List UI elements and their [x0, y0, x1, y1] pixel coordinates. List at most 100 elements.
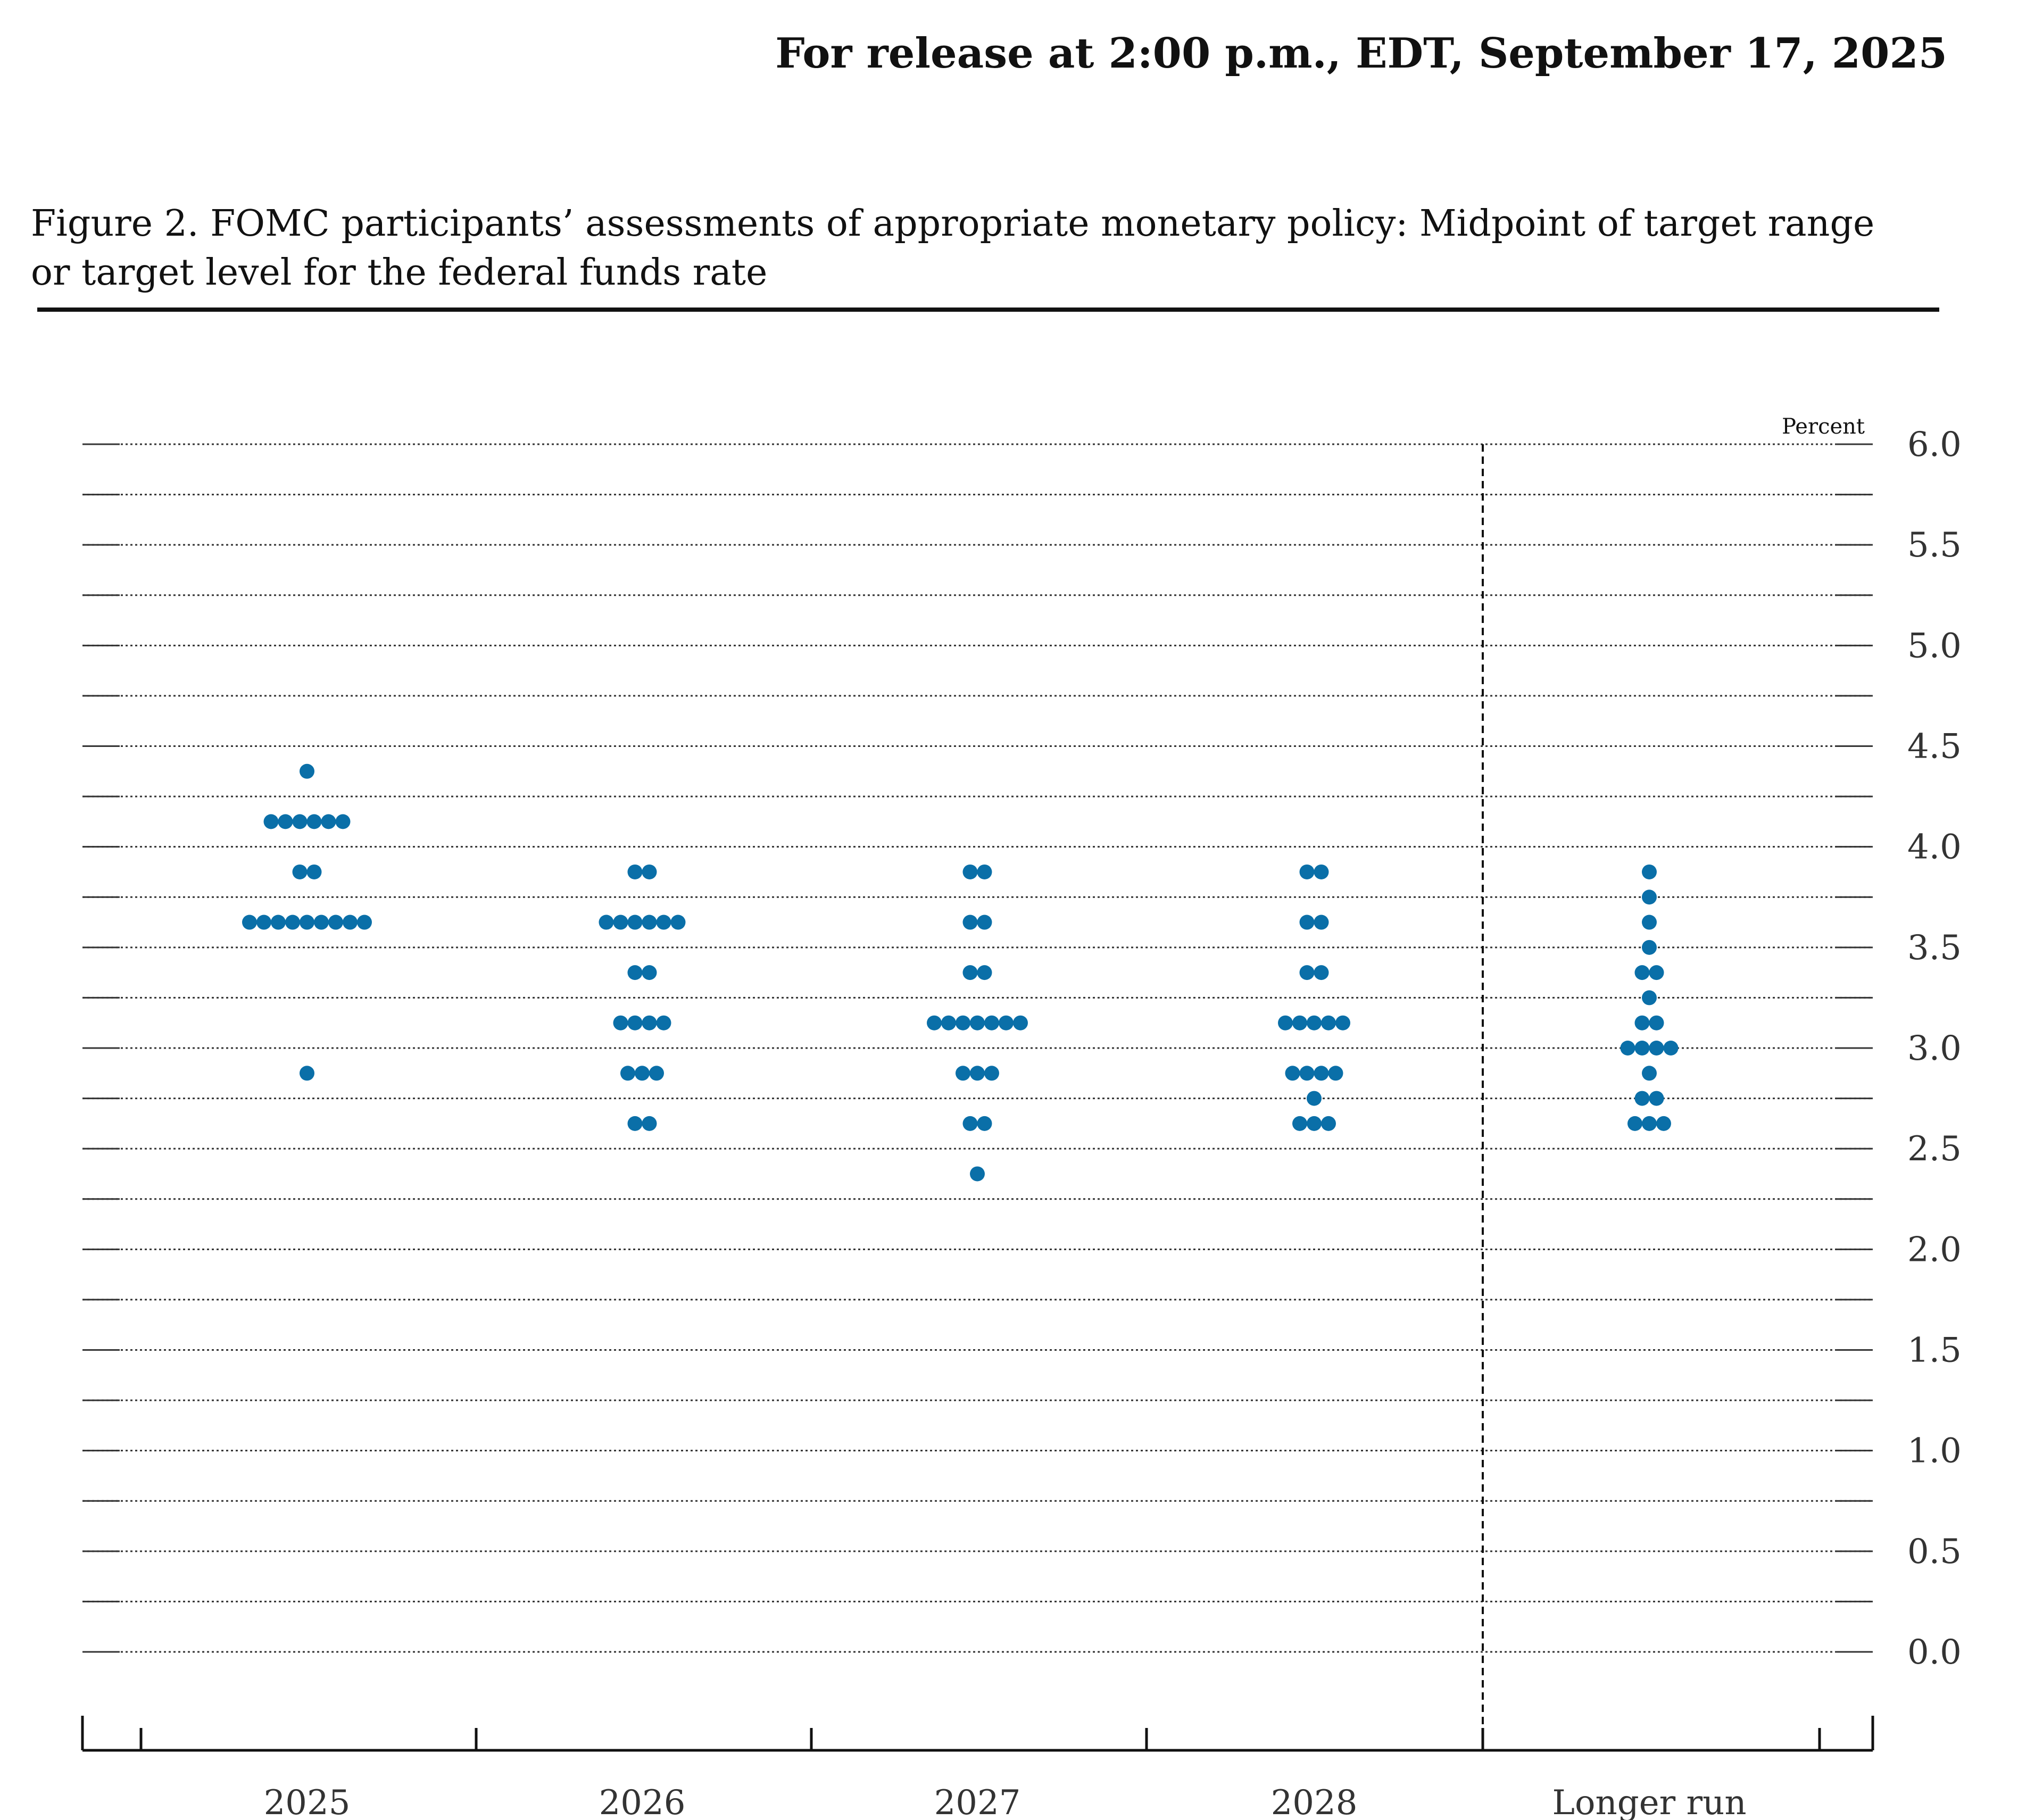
- participant-dot: [1278, 1015, 1293, 1030]
- participant-dot: [1649, 1041, 1664, 1056]
- y-tick-label: 2.0: [1907, 1230, 1962, 1269]
- participant-dot: [627, 1116, 643, 1131]
- participant-dot: [977, 864, 992, 879]
- release-note: For release at 2:00 p.m., EDT, September…: [775, 29, 1947, 78]
- participant-dot: [321, 814, 336, 829]
- participant-dot: [1634, 1015, 1650, 1030]
- participant-dot: [962, 915, 978, 930]
- participant-dot: [970, 1015, 985, 1030]
- participant-dot: [642, 965, 657, 980]
- participant-dot: [285, 915, 300, 930]
- participant-dot: [1642, 1066, 1657, 1081]
- participant-dot: [1649, 965, 1664, 980]
- participant-dot: [1620, 1041, 1635, 1056]
- participant-dot: [620, 1066, 635, 1081]
- participant-dot: [292, 864, 308, 879]
- participant-dot: [1314, 864, 1329, 879]
- participant-dot: [1307, 1091, 1322, 1106]
- participant-dot: [1299, 915, 1315, 930]
- participant-dot: [642, 1116, 657, 1131]
- participant-dot: [635, 1066, 650, 1081]
- participant-dot: [977, 965, 992, 980]
- y-tick-label: 4.0: [1907, 828, 1962, 867]
- participant-dot: [300, 915, 314, 930]
- participant-dot: [642, 915, 657, 930]
- y-tick-label: 1.5: [1907, 1331, 1962, 1370]
- participant-dot: [314, 915, 329, 930]
- participant-dot: [357, 915, 372, 930]
- y-tick-label: 5.0: [1907, 626, 1962, 666]
- participant-dot: [1307, 1116, 1322, 1131]
- participant-dot: [984, 1066, 999, 1081]
- participant-dot: [256, 915, 271, 930]
- figure-title: Figure 2. FOMC participants’ assessments…: [31, 203, 1875, 294]
- participant-dot: [1013, 1015, 1028, 1030]
- participant-dot: [1627, 1116, 1642, 1131]
- participant-dot: [1642, 864, 1657, 879]
- participant-dot: [670, 915, 686, 930]
- y-tick-label: 4.5: [1907, 727, 1962, 767]
- participant-dot: [613, 915, 628, 930]
- participant-dot: [1649, 1091, 1664, 1106]
- participant-dot: [1642, 890, 1657, 905]
- participant-dot: [1285, 1066, 1300, 1081]
- participant-dot: [642, 1015, 657, 1030]
- y-tick-label: 0.5: [1907, 1532, 1962, 1572]
- participant-dot: [1292, 1116, 1307, 1131]
- participant-dot: [292, 814, 308, 829]
- participant-dot: [300, 1066, 314, 1081]
- participant-dot: [642, 864, 657, 879]
- participant-dot: [1314, 1066, 1329, 1081]
- participant-dot: [1642, 990, 1657, 1005]
- participant-dot: [1299, 1066, 1315, 1081]
- participant-dot: [1634, 965, 1650, 980]
- participant-dot: [613, 1015, 628, 1030]
- participant-dot: [656, 1015, 671, 1030]
- participant-dot: [1321, 1015, 1336, 1030]
- participant-dot: [956, 1015, 970, 1030]
- participant-dot: [649, 1066, 664, 1081]
- x-category-label: 2025: [264, 1783, 351, 1820]
- x-category-label: 2026: [599, 1783, 686, 1820]
- participant-dot: [977, 915, 992, 930]
- participant-dot: [599, 915, 614, 930]
- participant-dot: [627, 965, 643, 980]
- participant-dot: [1663, 1041, 1679, 1056]
- participant-dot: [970, 1066, 985, 1081]
- participant-dot: [343, 915, 358, 930]
- participant-dot: [1328, 1066, 1343, 1081]
- participant-dot: [263, 814, 279, 829]
- y-tick-label: 3.5: [1907, 928, 1962, 968]
- participant-dot: [984, 1015, 999, 1030]
- title-rule: [37, 308, 1939, 312]
- participant-dot: [1656, 1116, 1671, 1131]
- unit-label: Percent: [1782, 414, 1865, 439]
- participant-dot: [306, 864, 322, 879]
- participant-dot: [962, 965, 978, 980]
- participant-dot: [962, 864, 978, 879]
- participant-dot: [1314, 915, 1329, 930]
- participant-dot: [656, 915, 671, 930]
- participant-dot: [977, 1116, 992, 1131]
- participant-dot: [927, 1015, 942, 1030]
- participant-dot: [956, 1066, 970, 1081]
- participant-dot: [627, 864, 643, 879]
- participant-dot: [1642, 915, 1657, 930]
- participant-dot: [962, 1116, 978, 1131]
- x-category-label: 2028: [1271, 1783, 1358, 1820]
- participant-dot: [1292, 1015, 1307, 1030]
- participant-dot: [1299, 864, 1315, 879]
- participant-dot: [1299, 965, 1315, 980]
- participant-dot: [1649, 1015, 1664, 1030]
- participant-dot: [278, 814, 293, 829]
- participant-dot: [627, 915, 643, 930]
- participant-dot: [999, 1015, 1014, 1030]
- participant-dot: [627, 1015, 643, 1030]
- participant-dot: [1307, 1015, 1322, 1030]
- y-tick-label: 2.5: [1907, 1129, 1962, 1169]
- y-tick-label: 3.0: [1907, 1029, 1962, 1068]
- y-tick-label: 6.0: [1907, 425, 1962, 464]
- participant-dot: [306, 814, 322, 829]
- participant-dot: [1321, 1116, 1336, 1131]
